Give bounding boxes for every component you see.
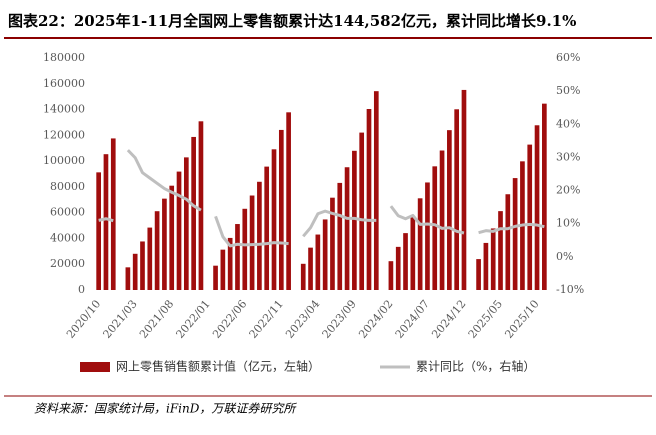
bar (169, 185, 175, 290)
x-tick-label: 2020/10 (64, 298, 103, 341)
bar (417, 198, 423, 290)
bar (300, 263, 306, 290)
x-tick-label: 2022/11 (247, 298, 286, 341)
bar (410, 216, 416, 290)
x-tick-label: 2024/07 (393, 298, 432, 341)
bar (454, 109, 460, 290)
bar (103, 154, 109, 290)
bar (388, 261, 394, 290)
bar (235, 224, 240, 290)
bar (352, 150, 357, 290)
bar (439, 150, 445, 290)
bar (271, 149, 277, 290)
legend-swatch (80, 362, 110, 372)
x-tick-label: 2021/03 (100, 298, 139, 341)
bar (534, 125, 540, 290)
bar (505, 194, 511, 290)
bar (527, 144, 533, 290)
legend-label: 累计同比（%，右轴） (416, 359, 535, 374)
bar (476, 259, 481, 290)
bar (395, 246, 401, 290)
y-tick-label: 60000 (50, 206, 85, 219)
x-tick-label: 2025/05 (466, 298, 505, 341)
bar (286, 112, 291, 290)
bar (447, 130, 452, 290)
bar (242, 208, 248, 290)
bar (315, 234, 321, 290)
bar (264, 166, 270, 290)
y2-tick-label: 20% (556, 184, 580, 197)
bar (125, 267, 131, 290)
bar (373, 91, 379, 291)
bar (425, 182, 430, 290)
bar (366, 109, 372, 290)
x-tick-label: 2025/10 (502, 298, 541, 341)
chart-title: 图表22：2025年1-11月全国网上零售额累计达144,582亿元，累计同比增… (8, 12, 576, 30)
source: 资料来源：国家统计局，iFinD，万联证券研究所 (34, 402, 297, 416)
bar (512, 178, 518, 290)
x-tick-label: 2022/06 (210, 298, 249, 341)
x-tick-label: 2024/12 (429, 298, 468, 341)
y-tick-label: 160000 (43, 77, 85, 90)
bar (140, 241, 145, 290)
y2-tick-label: 0% (556, 250, 573, 263)
bar (278, 129, 284, 290)
y2-tick-label: 60% (556, 51, 580, 64)
bar (249, 195, 255, 290)
y-tick-label: 0 (78, 283, 85, 296)
bar (483, 242, 489, 290)
bar (132, 253, 138, 290)
y-tick-label: 180000 (43, 51, 85, 64)
bar (498, 211, 503, 290)
x-tick-label: 2023/04 (283, 298, 322, 341)
bar (154, 211, 160, 290)
bar (308, 247, 313, 290)
bar (542, 103, 547, 290)
x-tick-label: 2024/02 (356, 298, 395, 341)
bar (403, 233, 408, 290)
bar (432, 166, 438, 290)
bar (227, 237, 233, 290)
y-tick-label: 120000 (43, 128, 85, 141)
x-tick-label: 2022/01 (174, 298, 213, 341)
y2-tick-label: 10% (556, 217, 580, 230)
bar (461, 89, 467, 290)
line (98, 149, 545, 248)
bar (176, 171, 182, 290)
y-tick-label: 100000 (43, 154, 85, 167)
y2-tick-label: -10% (556, 283, 584, 296)
x-tick-label: 2023/09 (320, 298, 359, 341)
bar (147, 227, 153, 290)
y2-tick-label: 50% (556, 84, 580, 97)
bar (220, 249, 226, 290)
bar (198, 121, 204, 290)
bar (213, 265, 218, 290)
bar (110, 138, 116, 290)
bar (257, 181, 262, 290)
bar (337, 182, 343, 290)
legend-label: 网上零售销售额累计值（亿元，左轴） (116, 359, 320, 374)
y-tick-label: 140000 (43, 103, 85, 116)
y-tick-label: 20000 (50, 257, 85, 270)
y2-tick-label: 40% (556, 117, 580, 130)
y-tick-label: 40000 (50, 231, 85, 244)
bar (96, 172, 101, 290)
x-tick-label: 2021/08 (137, 298, 176, 341)
y2-tick-label: 30% (556, 150, 580, 163)
bar (183, 157, 189, 290)
bar (162, 198, 167, 290)
bar (490, 228, 496, 290)
y-tick-label: 80000 (50, 180, 85, 193)
bar (191, 136, 196, 290)
bar (330, 197, 335, 290)
bar (344, 167, 350, 290)
bar (359, 132, 365, 290)
bar (322, 219, 328, 290)
